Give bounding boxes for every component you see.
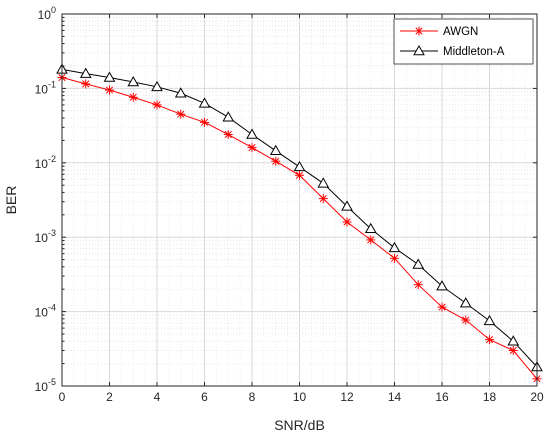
data-point-awgn — [81, 79, 91, 89]
legend: AWGN Middleton-A — [393, 18, 534, 65]
x-tick-label: 6 — [201, 390, 208, 404]
data-point-awgn — [413, 280, 423, 290]
data-point-middleton-a — [269, 144, 282, 156]
x-tick-label: 10 — [293, 390, 307, 404]
data-point-middleton-a — [364, 222, 377, 233]
data-point-middleton-a — [246, 128, 258, 139]
data-point-middleton-a — [507, 335, 520, 346]
data-point-awgn — [461, 315, 471, 325]
data-point-awgn — [318, 194, 328, 204]
x-tick-label: 8 — [249, 390, 256, 404]
x-axis-title: SNR/dB — [274, 417, 325, 433]
data-point-middleton-a — [127, 75, 140, 87]
data-point-awgn — [247, 143, 257, 153]
data-point-awgn — [128, 92, 138, 102]
legend-box — [393, 18, 534, 65]
legend-marker-awgn-glyph — [414, 26, 424, 36]
data-point-awgn — [271, 156, 281, 166]
y-tick-label: 10-1 — [35, 79, 56, 96]
data-point-awgn — [342, 217, 352, 227]
y-axis-title: BER — [3, 186, 19, 215]
data-point-middleton-a — [151, 80, 163, 92]
axis-ticks: 0 2 4 6 8 10 12 14 16 18 20 100 10-1 10-2 10-3 10-4 10-5 — [35, 5, 544, 404]
data-point-middleton-a — [198, 97, 211, 108]
y-tick-label: 10-5 — [35, 377, 56, 394]
x-tick-label: 2 — [106, 390, 113, 404]
legend-marker-awgn — [414, 26, 424, 36]
data-point-awgn — [200, 117, 209, 127]
data-point-middleton-a — [317, 177, 330, 188]
legend-marker-middleton-a-glyph — [413, 44, 425, 56]
legend-label-middleton-a: Middleton-A — [443, 46, 505, 58]
data-point-awgn — [176, 109, 186, 119]
x-tick-label: 12 — [340, 390, 354, 404]
data-point-middleton-a — [341, 200, 353, 211]
data-point-middleton-a — [412, 258, 425, 269]
y-tick-label: 10-3 — [35, 228, 56, 245]
x-tick-label: 18 — [483, 390, 497, 404]
x-tick-label: 14 — [388, 390, 402, 404]
y-tick-label: 100 — [38, 5, 56, 22]
y-tick-label: 10-4 — [35, 303, 56, 320]
data-point-awgn — [295, 170, 304, 180]
legend-marker-middleton-a — [413, 44, 425, 56]
data-point-awgn — [508, 346, 518, 356]
data-point-awgn — [437, 302, 447, 312]
data-point-middleton-a — [436, 280, 448, 291]
data-point-awgn — [485, 335, 494, 345]
data-point-middleton-a — [222, 111, 235, 122]
data-point-awgn — [366, 235, 376, 245]
x-tick-label: 0 — [59, 390, 66, 404]
data-point-middleton-a — [174, 87, 187, 98]
series-awgn — [57, 73, 542, 384]
x-tick-label: 20 — [530, 390, 544, 404]
data-point-middleton-a — [79, 67, 92, 78]
data-point-awgn — [390, 253, 399, 263]
data-point-middleton-a — [103, 71, 116, 82]
data-point-middleton-a — [293, 160, 306, 172]
x-tick-label: 4 — [154, 390, 161, 404]
series-middleton-a — [56, 63, 543, 372]
x-tick-label: 16 — [435, 390, 449, 404]
data-point-awgn — [152, 100, 162, 110]
data-point-awgn — [105, 85, 114, 95]
y-tick-label: 10-2 — [35, 154, 56, 171]
data-point-awgn — [223, 130, 233, 140]
data-series — [56, 63, 543, 384]
data-point-middleton-a — [483, 314, 496, 326]
data-point-middleton-a — [459, 297, 472, 308]
data-point-middleton-a — [388, 241, 401, 253]
legend-label-awgn: AWGN — [443, 26, 478, 38]
